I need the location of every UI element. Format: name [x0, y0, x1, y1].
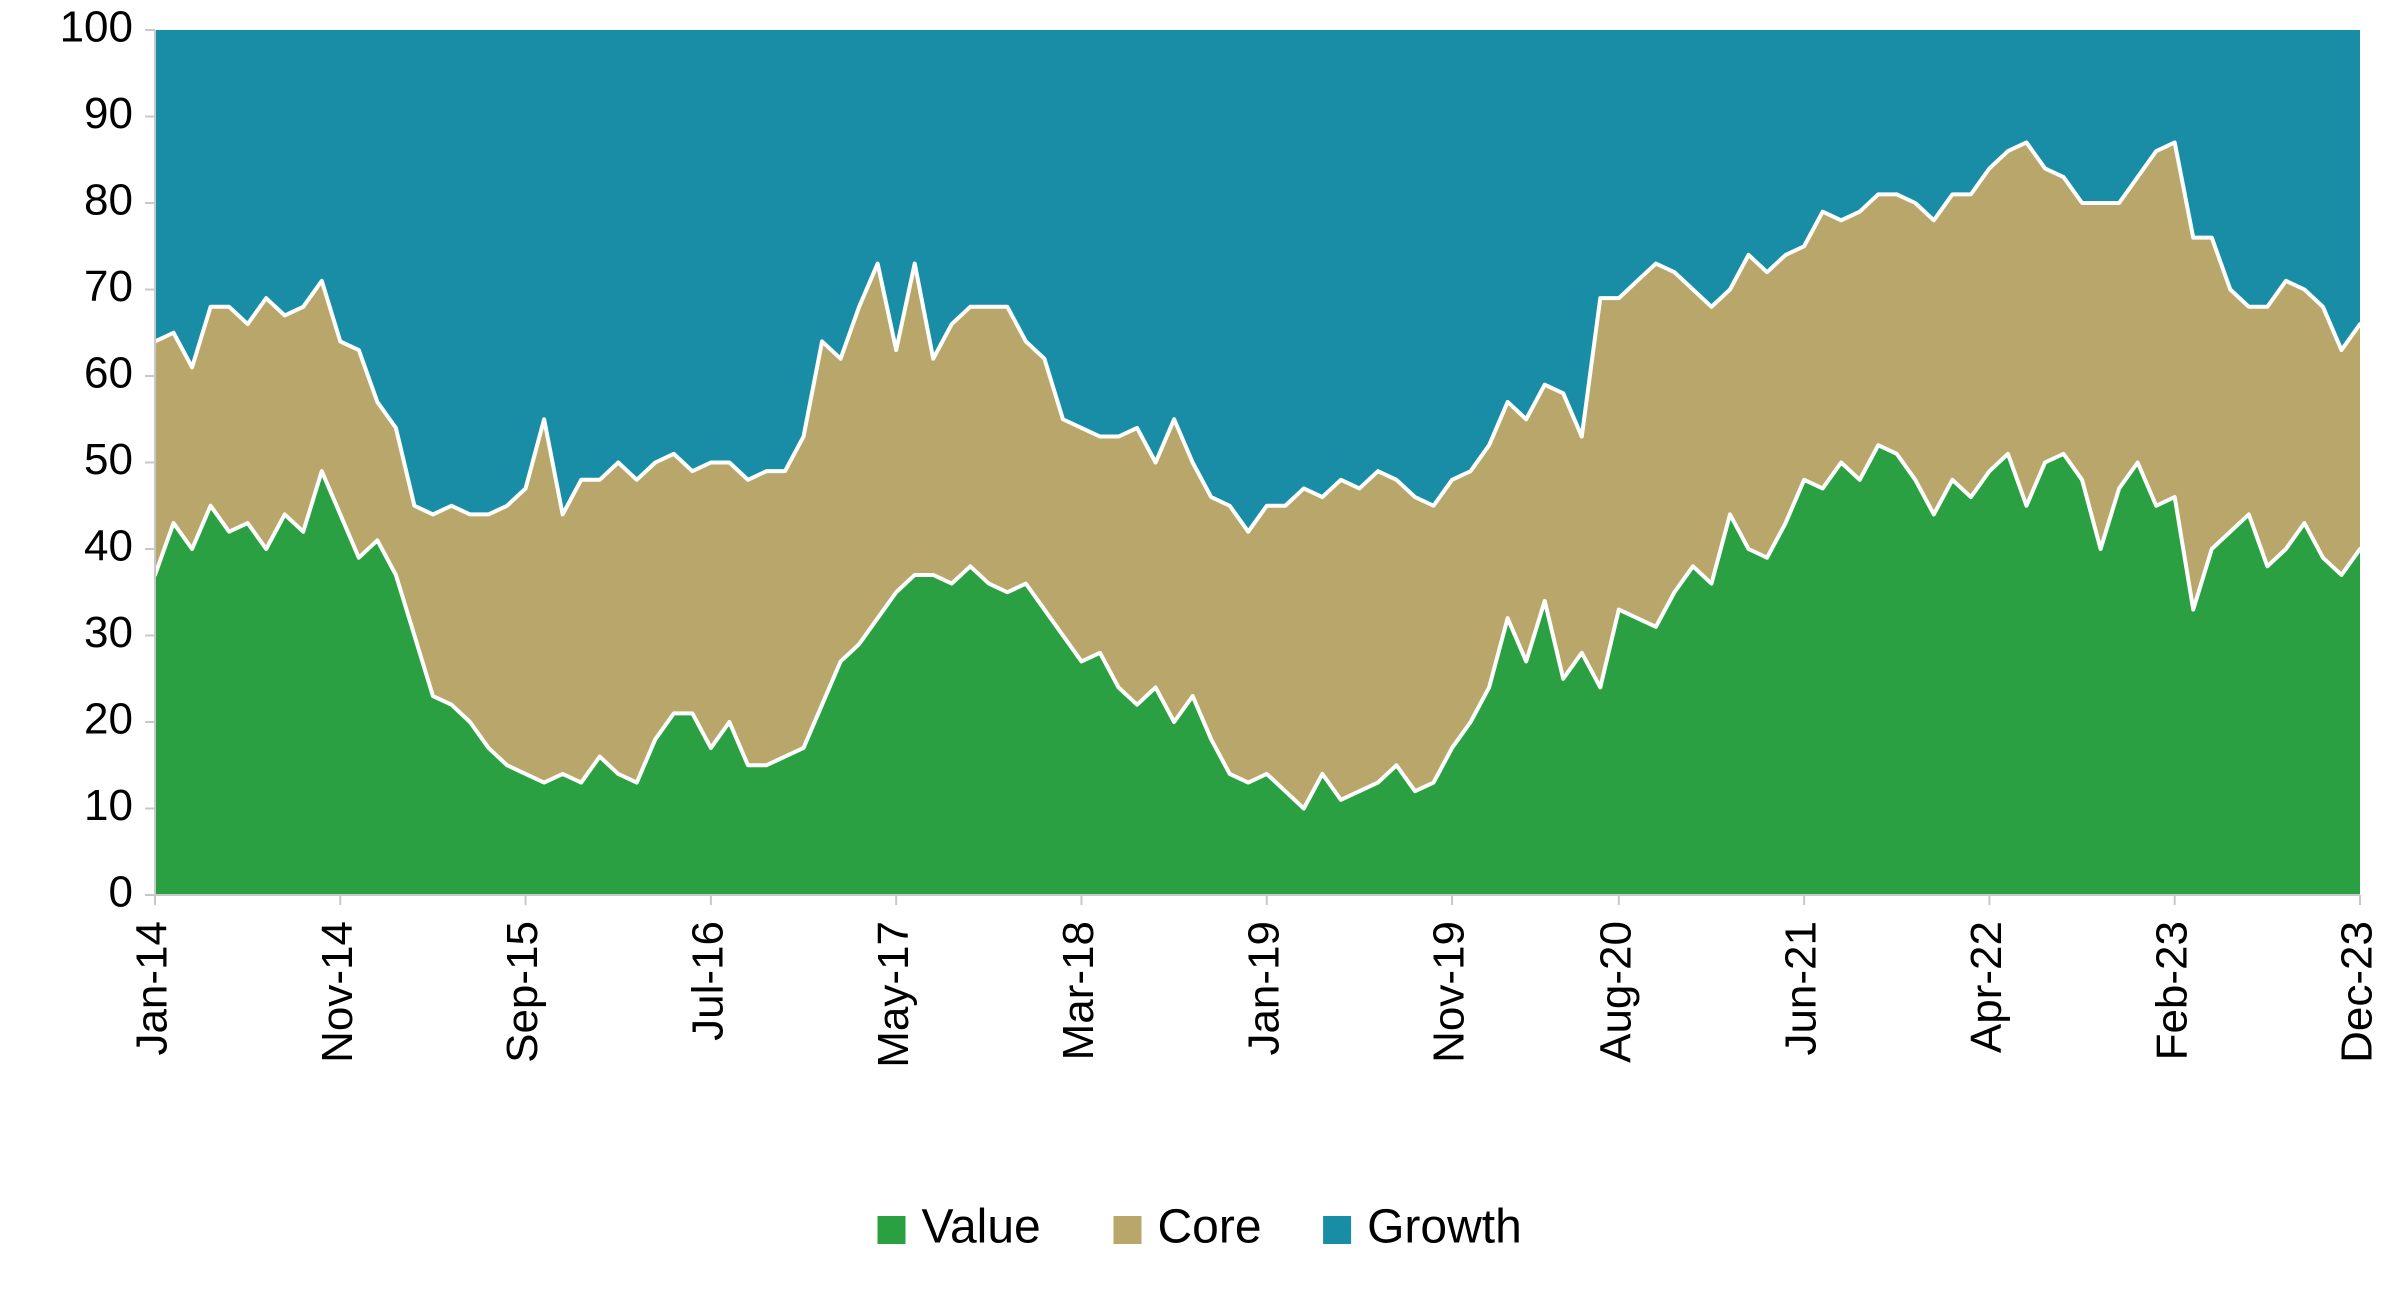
x-tick-label: Nov-14 [313, 921, 362, 1063]
legend-swatch-value [878, 1216, 906, 1244]
stacked-area-chart: 0 10 20 30 40 50 60 70 80 90 100 Jan-14 Nov-14 Sep-15… [0, 0, 2403, 1299]
y-tick-label: 80 [84, 176, 133, 225]
y-tick-label: 100 [60, 3, 133, 52]
y-tick-label: 30 [84, 608, 133, 657]
x-tick-label: Mar-18 [1054, 921, 1103, 1060]
legend-label-growth: Growth [1367, 1201, 1522, 1254]
y-tick-label: 70 [84, 262, 133, 311]
y-tick-label: 90 [84, 89, 133, 138]
x-tick-label: Sep-15 [498, 921, 547, 1063]
x-tick-label: Jan-19 [1239, 921, 1288, 1056]
plot-area [155, 30, 2360, 895]
x-tick-label: Feb-23 [2147, 921, 2196, 1060]
y-tick-label: 60 [84, 349, 133, 398]
y-tick-label: 0 [109, 868, 133, 917]
x-tick-label: Jul-16 [684, 921, 733, 1041]
legend-swatch-core [1114, 1216, 1142, 1244]
chart-svg: 0 10 20 30 40 50 60 70 80 90 100 Jan-14 Nov-14 Sep-15… [0, 0, 2403, 1299]
x-tick-label: Aug-20 [1591, 921, 1640, 1063]
legend-label-value: Value [922, 1201, 1041, 1254]
y-tick-label: 50 [84, 435, 133, 484]
x-tick-label: Nov-19 [1425, 921, 1474, 1063]
x-tick-label: Jan-14 [128, 921, 177, 1056]
y-tick-label: 10 [84, 781, 133, 830]
y-tick-label: 40 [84, 522, 133, 571]
x-tick-label: Dec-23 [2333, 921, 2382, 1063]
legend-swatch-growth [1323, 1216, 1351, 1244]
x-tick-label: May-17 [869, 921, 918, 1068]
x-tick-label: Jun-21 [1777, 921, 1826, 1056]
y-tick-label: 20 [84, 695, 133, 744]
legend-label-core: Core [1158, 1201, 1262, 1254]
x-tick-label: Apr-22 [1962, 921, 2011, 1053]
legend: Value Core Growth [878, 1201, 1522, 1254]
